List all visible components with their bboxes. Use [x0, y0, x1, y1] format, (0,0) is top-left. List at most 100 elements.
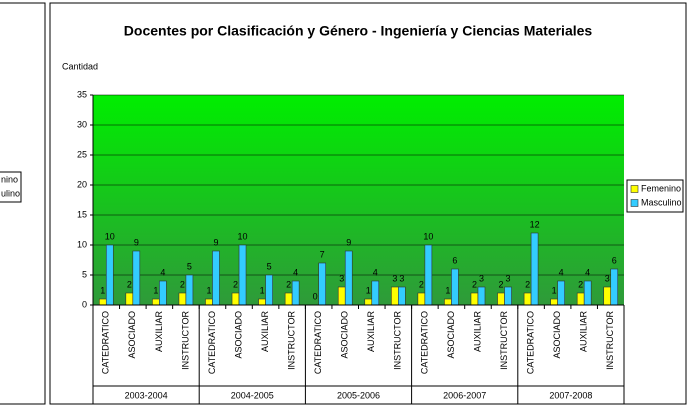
bar: [603, 286, 612, 306]
bar: [523, 292, 532, 306]
data-label: 0: [313, 291, 318, 301]
y-tick-label: 35: [77, 89, 87, 99]
left-legend: [0, 171, 22, 203]
bar: [212, 250, 220, 306]
bar: [530, 232, 539, 306]
bar: [364, 298, 373, 306]
data-label: 2: [525, 279, 530, 289]
data-label: 3: [479, 273, 484, 283]
data-label: 4: [559, 267, 564, 277]
bar: [125, 292, 134, 306]
y-axis-label: Cantidad: [62, 61, 98, 71]
x-tick-label: INSTRUCTOR: [287, 311, 297, 370]
y-tick-label: 30: [77, 119, 87, 129]
data-label: 4: [293, 267, 298, 277]
bar: [258, 298, 266, 306]
legend-swatch: [630, 199, 639, 207]
bar: [291, 280, 300, 306]
group-label: 2006-2007: [443, 390, 486, 400]
bar: [231, 292, 240, 306]
bar: [265, 274, 273, 306]
data-label: 4: [160, 267, 165, 277]
x-tick-label: INSTRUCTOR: [499, 311, 509, 370]
data-label: 10: [238, 231, 248, 241]
data-label: 3: [339, 273, 344, 283]
y-tick-label: 25: [77, 149, 87, 159]
data-label: 1: [366, 285, 371, 295]
bar: [344, 250, 353, 306]
bar: [159, 280, 167, 306]
data-label: 3: [506, 273, 511, 283]
bar: [576, 292, 585, 306]
x-tick-label: INSTRUCTOR: [393, 311, 403, 370]
y-tick-label: 15: [77, 209, 87, 219]
data-label: 2: [472, 279, 477, 289]
y-tick-label: 0: [82, 299, 87, 309]
bar: [284, 292, 293, 306]
data-label: 2: [578, 279, 583, 289]
x-tick-label: CATEDRATICO: [313, 311, 323, 374]
group-label: 2004-2005: [231, 390, 274, 400]
data-label: 2: [286, 279, 291, 289]
data-label: 5: [187, 261, 192, 271]
data-label: 9: [213, 237, 218, 247]
x-tick-label: AUXILIAR: [472, 311, 482, 353]
x-tick-label: INSTRUCTOR: [180, 311, 190, 370]
data-label: 1: [260, 285, 265, 295]
bar: [178, 292, 187, 306]
x-tick-label: CATEDRATICO: [207, 311, 217, 374]
data-label: 1: [153, 285, 158, 295]
x-tick-label: ASOCIADO: [127, 311, 137, 359]
x-tick-label: AUXILIAR: [579, 311, 589, 353]
bar: [371, 280, 380, 306]
data-label: 9: [134, 237, 139, 247]
bar: [477, 286, 486, 306]
x-tick-label: ASOCIADO: [233, 311, 243, 359]
data-label: 10: [423, 231, 433, 241]
x-tick-label: CATEDRATICO: [101, 311, 111, 374]
left-legend-label: ulino: [1, 188, 20, 198]
bar: [391, 286, 399, 306]
x-tick-label: INSTRUCTOR: [605, 311, 615, 370]
data-label: 3: [605, 273, 610, 283]
data-label: 4: [585, 267, 590, 277]
data-label: 1: [552, 285, 557, 295]
group-label: 2003-2004: [125, 390, 168, 400]
x-tick-label: ASOCIADO: [446, 311, 456, 359]
x-tick-label: AUXILIAR: [260, 311, 270, 353]
data-label: 3: [399, 273, 404, 283]
legend-label: Femenino: [641, 183, 681, 193]
data-label: 2: [419, 279, 424, 289]
data-label: 7: [320, 249, 325, 259]
y-tick-label: 20: [77, 179, 87, 189]
left-panel: [0, 2, 46, 405]
x-tick-label: CATEDRATICO: [419, 311, 429, 374]
x-tick-label: AUXILIAR: [154, 311, 164, 353]
data-label: 12: [530, 219, 540, 229]
bar: [318, 262, 326, 306]
bar: [238, 244, 247, 306]
data-label: 4: [373, 267, 378, 277]
x-tick-label: ASOCIADO: [340, 311, 350, 359]
bar: [205, 298, 213, 306]
data-label: 2: [499, 279, 504, 289]
x-tick-label: AUXILIAR: [366, 311, 376, 353]
bar: [470, 292, 479, 306]
bar: [337, 286, 346, 306]
data-label: 5: [267, 261, 272, 271]
bar: [497, 292, 505, 306]
bar: [583, 280, 592, 306]
data-label: 1: [445, 285, 450, 295]
data-label: 10: [105, 231, 115, 241]
bar: [185, 274, 194, 306]
data-label: 1: [100, 285, 105, 295]
data-label: 2: [233, 279, 238, 289]
data-label: 3: [392, 273, 397, 283]
data-label: 2: [180, 279, 185, 289]
bar: [105, 244, 114, 306]
legend-swatch: [630, 185, 639, 193]
y-tick-label: 10: [77, 239, 87, 249]
left-legend-label: nino: [1, 174, 18, 184]
group-label: 2005-2006: [337, 390, 380, 400]
